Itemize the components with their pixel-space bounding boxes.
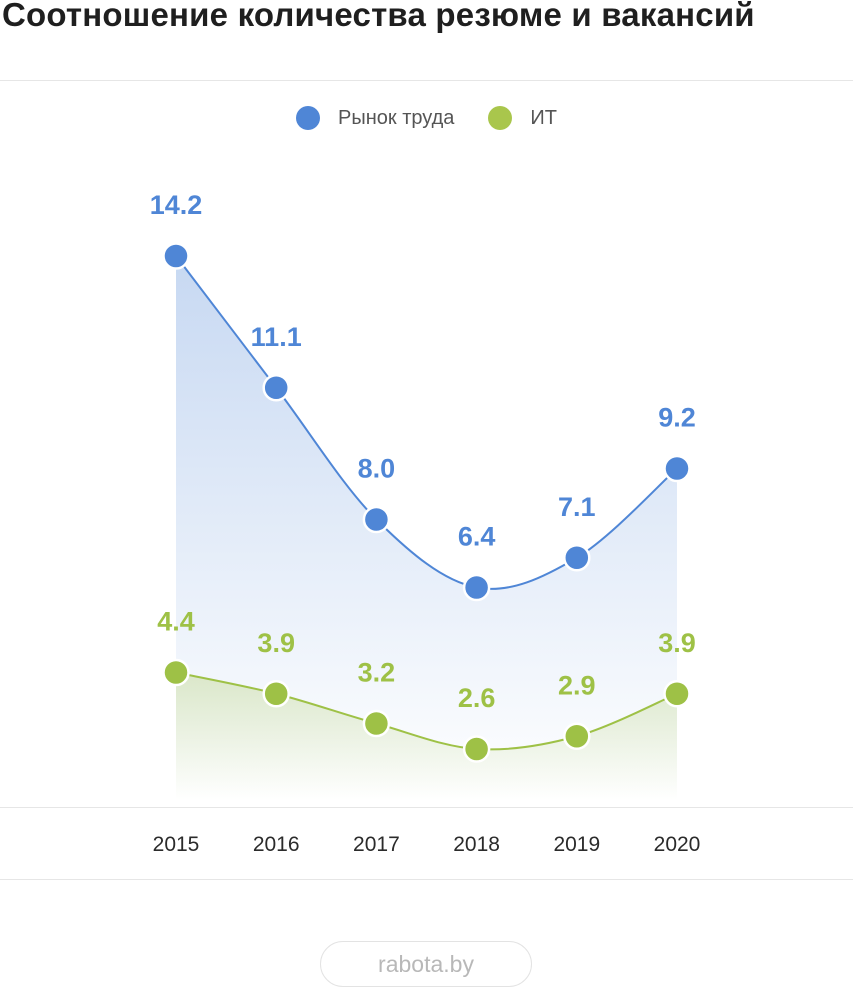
x-tick-2018: 2018 <box>453 833 500 856</box>
data-label-it-2020: 3.9 <box>658 628 696 658</box>
chart-title: Соотношение количества резюме и вакансий <box>2 0 755 33</box>
data-label-it-2017: 3.2 <box>358 658 396 688</box>
top-divider <box>0 80 853 81</box>
legend-label-it: ИТ <box>530 106 557 129</box>
legend-marker-market <box>296 106 320 130</box>
point-market-2015 <box>162 242 190 270</box>
data-label-market-2018: 6.4 <box>458 522 496 552</box>
data-label-it-2018: 2.6 <box>458 683 496 713</box>
data-label-market-2020: 9.2 <box>658 403 696 433</box>
legend-item-market: Рынок труда <box>296 106 454 130</box>
point-market-2017 <box>362 505 391 534</box>
data-label-it-2019: 2.9 <box>558 670 596 700</box>
legend: Рынок труда ИТ <box>0 106 853 130</box>
x-tick-2019: 2019 <box>553 833 600 856</box>
bottom-divider <box>0 879 853 880</box>
point-it-2015 <box>162 658 190 687</box>
source-watermark: rabota.by <box>320 941 532 987</box>
point-it-2019 <box>563 722 591 750</box>
legend-marker-it <box>488 106 513 130</box>
point-it-2016 <box>262 680 290 708</box>
data-label-it-2015: 4.4 <box>157 607 195 637</box>
x-tick-2015: 2015 <box>153 833 200 856</box>
point-market-2016 <box>262 374 290 402</box>
legend-label-market: Рынок труда <box>338 106 455 129</box>
data-label-market-2017: 8.0 <box>358 454 396 484</box>
point-market-2018 <box>462 573 491 602</box>
point-market-2019 <box>563 544 591 572</box>
area-it <box>176 672 677 800</box>
data-label-market-2019: 7.1 <box>558 492 596 522</box>
data-label-it-2016: 3.9 <box>257 628 295 658</box>
x-tick-2017: 2017 <box>353 833 400 856</box>
point-market-2020 <box>663 454 691 483</box>
area-market <box>176 256 677 800</box>
point-it-2020 <box>663 680 691 708</box>
data-label-market-2015: 14.2 <box>150 190 203 220</box>
x-tick-2016: 2016 <box>253 833 300 856</box>
point-it-2018 <box>462 735 491 763</box>
x-tick-2020: 2020 <box>654 833 701 856</box>
legend-item-it: ИТ <box>488 106 557 130</box>
x-axis-line <box>0 807 853 808</box>
data-label-market-2016: 11.1 <box>251 322 302 352</box>
point-it-2017 <box>362 709 391 738</box>
